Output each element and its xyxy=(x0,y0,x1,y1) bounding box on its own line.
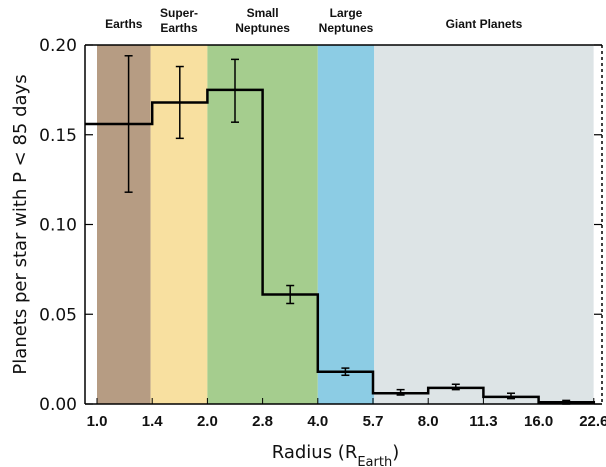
band-super-earths xyxy=(150,45,208,404)
y-tick-label: 0.10 xyxy=(39,216,77,236)
error-bar xyxy=(175,65,184,140)
y-tick-label: 0.05 xyxy=(39,305,77,325)
x-tick-label: 2.0 xyxy=(197,413,218,430)
band-label-large-neptunes: Large xyxy=(330,6,363,20)
histogram-step-line xyxy=(85,88,596,404)
x-tick-label: 22.6 xyxy=(579,413,606,430)
band-label-large-neptunes: Neptunes xyxy=(319,21,374,35)
error-bar xyxy=(286,284,295,305)
error-bar xyxy=(396,388,405,396)
x-tick-label: 8.0 xyxy=(418,413,439,430)
x-tick-label: 5.7 xyxy=(363,413,384,430)
y-axis-ticks: 0.00 0.05 0.10 0.15 0.20 xyxy=(39,36,602,415)
size-class-bands xyxy=(97,45,594,404)
band-earths xyxy=(97,45,151,404)
x-axis-ticks: 1.0 1.4 2.0 2.8 4.0 5.7 8.0 11.3 16.0 22.6 xyxy=(87,398,606,430)
band-label-super-earths: Earths xyxy=(160,21,198,35)
x-tick-label: 2.8 xyxy=(252,413,273,430)
band-label-earths: Earths xyxy=(105,17,143,31)
x-tick-label: 1.4 xyxy=(142,413,164,430)
y-tick-label: 0.00 xyxy=(39,395,77,415)
y-tick-label: 0.20 xyxy=(39,36,77,56)
band-label-giant-planets: Giant Planets xyxy=(446,17,523,31)
band-label-super-earths: Super- xyxy=(160,6,198,20)
error-bar xyxy=(124,55,133,193)
error-bar xyxy=(507,392,515,400)
x-axis-title-tail: ) xyxy=(392,442,399,463)
error-bar xyxy=(341,367,350,377)
histogram xyxy=(85,88,596,404)
x-tick-label: 1.0 xyxy=(87,413,108,430)
error-bars xyxy=(124,55,571,405)
band-label-small-neptunes: Small xyxy=(247,6,279,20)
y-axis-title: Planets per star with P < 85 days xyxy=(10,74,31,374)
size-class-labels: EarthsSuper-EarthsSmallNeptunesLargeNept… xyxy=(105,6,522,35)
x-axis-title-main: Radius (R xyxy=(272,442,358,463)
y-tick-label: 0.15 xyxy=(39,126,77,146)
x-tick-label: 16.0 xyxy=(524,413,553,430)
band-large-neptunes xyxy=(317,45,375,404)
error-bar xyxy=(231,58,239,123)
band-label-small-neptunes: Neptunes xyxy=(235,21,290,35)
x-tick-label: 4.0 xyxy=(307,413,328,430)
x-axis-title-subscript: Earth xyxy=(357,455,392,467)
x-tick-label: 11.3 xyxy=(469,413,497,430)
error-bar xyxy=(451,383,460,391)
band-giant-planets xyxy=(374,45,594,404)
x-axis-title: Radius (REarth) xyxy=(272,442,400,467)
